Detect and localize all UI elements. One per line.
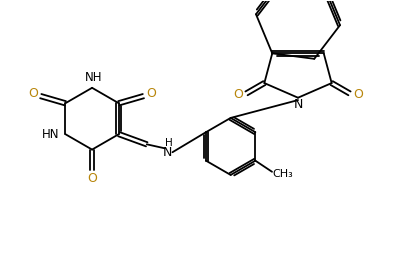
Text: NH: NH [85, 71, 103, 84]
Text: HN: HN [41, 128, 59, 141]
Text: CH₃: CH₃ [273, 169, 293, 179]
Text: N: N [293, 98, 303, 111]
Text: O: O [353, 88, 363, 101]
Text: O: O [146, 87, 156, 100]
Text: O: O [233, 88, 243, 101]
Text: O: O [87, 172, 97, 185]
Text: N: N [163, 146, 172, 159]
Text: H: H [165, 138, 172, 148]
Text: O: O [28, 87, 38, 100]
